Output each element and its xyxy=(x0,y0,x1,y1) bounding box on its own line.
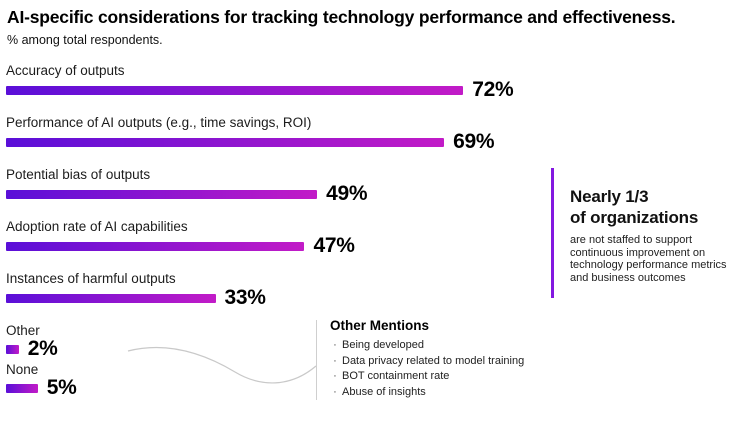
callout-heading-line2: of organizations xyxy=(570,208,699,227)
bar-chart: Accuracy of outputs 72% Performance of AI … xyxy=(6,62,551,400)
bar-value: 33% xyxy=(224,286,266,309)
bar-track: 69% xyxy=(6,130,551,153)
bar-label: Other xyxy=(6,323,40,338)
page-title: AI-specific considerations for tracking … xyxy=(7,7,676,27)
bar-value: 47% xyxy=(313,234,355,257)
bar-row: Performance of AI outputs (e.g., time sa… xyxy=(6,114,551,153)
callout-heading-line1: Nearly 1/3 xyxy=(570,187,649,206)
callout-panel: Nearly 1/3 of organizations are not staf… xyxy=(570,186,735,284)
bar-track: 5% xyxy=(6,376,551,399)
bar-track: 33% xyxy=(6,286,551,309)
callout-body: are not staffed to support continuous im… xyxy=(570,234,727,284)
bar xyxy=(6,383,38,393)
bar xyxy=(6,189,318,199)
bar-row: Adoption rate of AI capabilities 47% xyxy=(6,218,551,257)
bar-label: Potential bias of outputs xyxy=(6,167,151,182)
bar-value: 2% xyxy=(27,337,58,360)
bar-label: None xyxy=(6,362,39,377)
bar xyxy=(6,344,19,354)
callout-accent-rule xyxy=(551,168,554,298)
bar xyxy=(6,241,305,251)
other-mention-item: · Being developed xyxy=(330,338,560,354)
bar xyxy=(6,137,445,147)
other-mention-item: · Abuse of insights xyxy=(330,385,560,401)
bar-row: None 5% xyxy=(6,361,551,399)
other-mention-text: Abuse of insights xyxy=(342,385,426,398)
bar-row: Instances of harmful outputs 33% xyxy=(6,270,551,309)
bar-label: Instances of harmful outputs xyxy=(6,271,176,286)
bar-track: 49% xyxy=(6,182,551,205)
other-mention-item: · Data privacy related to model training xyxy=(330,354,560,370)
other-mention-item: · BOT containment rate xyxy=(330,369,560,385)
connector-curve xyxy=(127,346,317,384)
bar-track: 72% xyxy=(6,78,551,101)
bar-track: 47% xyxy=(6,234,551,257)
bar-label: Adoption rate of AI capabilities xyxy=(6,219,188,234)
bar-value: 49% xyxy=(326,182,368,205)
bar xyxy=(6,85,464,95)
bar-row: Potential bias of outputs 49% xyxy=(6,166,551,205)
mentions-divider-line xyxy=(316,320,317,400)
bar-track: 2% xyxy=(6,337,551,360)
other-mentions-title: Other Mentions xyxy=(330,318,430,333)
other-mention-text: Data privacy related to model training xyxy=(342,354,525,367)
bullet-icon: · xyxy=(333,385,337,398)
other-mentions-list: · Being developed · Data privacy related to… xyxy=(330,338,560,400)
bar-label: Accuracy of outputs xyxy=(6,63,125,78)
other-mention-text: Being developed xyxy=(342,339,424,351)
bar-label: Performance of AI outputs (e.g., time sa… xyxy=(6,115,312,130)
bar-row: Accuracy of outputs 72% xyxy=(6,62,551,101)
bullet-icon: · xyxy=(333,354,337,367)
bar-row: Other 2% xyxy=(6,322,551,360)
bar xyxy=(6,293,216,303)
bar-value: 72% xyxy=(472,78,514,101)
bullet-icon: · xyxy=(333,339,337,351)
page-subtitle: % among total respondents. xyxy=(7,33,163,47)
other-mention-text: BOT containment rate xyxy=(342,370,450,382)
bullet-icon: · xyxy=(333,370,337,382)
bar-value: 5% xyxy=(46,376,77,399)
other-mentions-panel: Other Mentions · Being developed · Data pri… xyxy=(330,318,560,400)
bar-value: 69% xyxy=(453,130,495,153)
